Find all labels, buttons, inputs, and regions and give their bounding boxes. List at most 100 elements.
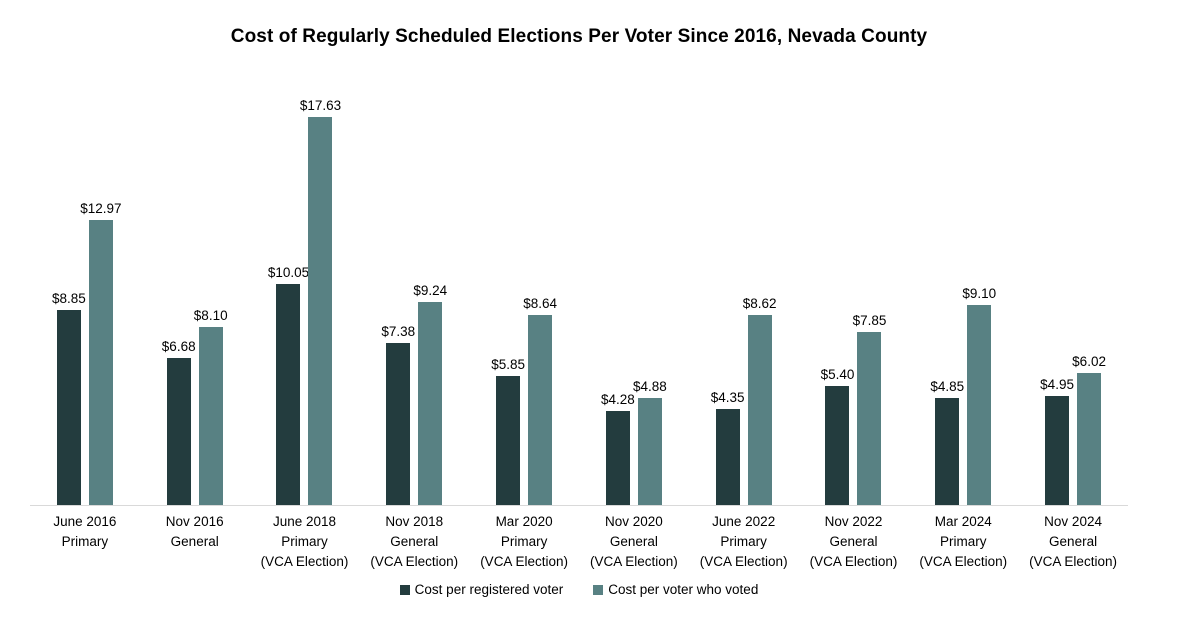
bar [166, 358, 191, 505]
category-label: Nov 2018 General (VCA Election) [359, 512, 469, 572]
bar-value-label: $8.10 [193, 307, 228, 323]
category-label: Nov 2016 General [140, 512, 250, 572]
category-label: June 2018 Primary (VCA Election) [250, 512, 360, 572]
category-label-line: General [829, 534, 878, 549]
bar-group: $4.85 $9.10 [908, 85, 1018, 505]
bar [56, 310, 81, 505]
bar [637, 397, 662, 505]
bar [857, 332, 882, 505]
chart-title: Cost of Regularly Scheduled Elections Pe… [230, 26, 928, 47]
bar-group: $7.38 $9.24 [359, 85, 469, 505]
bar [1045, 396, 1070, 505]
legend-swatch-icon [399, 584, 410, 595]
bar [276, 283, 301, 505]
category-label-line: Mar 2020 [495, 514, 553, 529]
category-label-line: General [390, 534, 439, 549]
legend-swatch-icon [593, 584, 604, 595]
bar-column-series-1: $9.24 [413, 283, 447, 505]
legend-label: Cost per voter who voted [608, 582, 759, 597]
bar-value-label: $6.68 [161, 339, 196, 354]
category-label-line: (VCA Election) [809, 554, 898, 569]
bar-value-label: $5.85 [491, 357, 525, 373]
bar-column-series-1: $17.63 [300, 98, 341, 505]
bar-value-label: $12.97 [80, 200, 122, 216]
bar-group: $8.85 $12.97 [30, 85, 140, 505]
bar-column-series-0: $10.05 [268, 265, 309, 505]
category-label-line: General [609, 534, 658, 549]
bar-column-series-0: $4.95 [1040, 377, 1074, 505]
bar-column-series-0: $4.85 [930, 379, 964, 505]
bar-group: $4.35 $8.62 [689, 85, 799, 505]
plot-area: $8.85 $12.97 $6.68 $8.10 $10.05 $17.63 $7.38 $9… [30, 85, 1128, 506]
bar [418, 301, 443, 505]
category-label-line: Primary [720, 534, 767, 549]
category-label-line: General [1049, 534, 1098, 549]
category-label-line: Primary [940, 534, 987, 549]
bar-column-series-1: $12.97 [80, 201, 122, 505]
category-label-line: June 2016 [53, 514, 117, 529]
category-label-line: Nov 2018 [385, 514, 444, 529]
bar [308, 117, 333, 505]
bar [386, 342, 411, 505]
bar-column-series-0: $8.85 [52, 291, 86, 505]
category-label-line: Primary [61, 534, 109, 549]
bar [715, 409, 740, 505]
bar-group: $5.40 $7.85 [799, 85, 909, 505]
category-label-line: (VCA Election) [370, 554, 459, 569]
bar-value-label: $10.05 [267, 264, 310, 280]
bar-value-label: $8.64 [523, 295, 557, 311]
bar-column-series-1: $8.10 [194, 308, 228, 505]
category-label-line: Primary [281, 534, 328, 549]
category-label: Mar 2024 Primary (VCA Election) [908, 512, 1018, 572]
bar-column-series-0: $5.40 [821, 367, 854, 505]
category-label-line: (VCA Election) [699, 554, 788, 569]
category-label: Nov 2020 General (VCA Election) [579, 512, 689, 572]
legend-item-series-1: Cost per voter who voted [593, 582, 758, 597]
bar-column-series-1: $8.64 [523, 296, 557, 505]
category-label-line: (VCA Election) [1029, 554, 1117, 569]
category-label-line: (VCA Election) [919, 554, 1008, 569]
category-label: June 2016 Primary [30, 512, 140, 572]
bar-group: $4.95 $6.02 [1018, 85, 1128, 505]
category-label-line: General [170, 534, 219, 549]
bar [88, 219, 113, 505]
bar-value-label: $8.62 [742, 296, 777, 312]
bar-value-label: $5.40 [820, 367, 855, 383]
bar-column-series-1: $4.88 [633, 379, 667, 505]
bar-value-label: $7.85 [852, 313, 887, 329]
bar-group: $4.28 $4.88 [579, 85, 689, 505]
category-label: Mar 2020 Primary (VCA Election) [469, 512, 579, 572]
bar [825, 386, 850, 505]
bar [935, 398, 960, 505]
bar-column-series-1: $9.10 [962, 286, 996, 505]
bar-column-series-0: $4.28 [601, 392, 635, 505]
bar-value-label: $7.38 [381, 323, 416, 339]
legend-item-series-0: Cost per registered voter [399, 582, 564, 597]
x-axis-labels: June 2016 Primary Nov 2016 General June 2018… [30, 512, 1128, 572]
bar-group: $10.05 $17.63 [250, 85, 360, 505]
bar-group: $5.85 $8.64 [469, 85, 579, 505]
bar [1077, 372, 1102, 505]
category-label-line: Nov 2016 [165, 514, 224, 529]
category-label-line: (VCA Election) [260, 554, 349, 569]
bar-value-label: $9.24 [413, 282, 448, 298]
category-label-line: June 2018 [272, 514, 337, 529]
bar-value-label: $9.10 [962, 285, 997, 301]
category-label-line: June 2022 [712, 514, 776, 529]
category-label-line: (VCA Election) [480, 554, 568, 569]
bar-column-series-0: $7.38 [381, 324, 415, 505]
category-label-line: Mar 2024 [934, 514, 992, 529]
bar-group: $6.68 $8.10 [140, 85, 250, 505]
legend-label: Cost per registered voter [414, 582, 564, 597]
bar [528, 314, 553, 505]
bar-value-label: $4.85 [930, 379, 965, 395]
bar [496, 376, 521, 505]
category-label: Nov 2024 General (VCA Election) [1018, 512, 1128, 572]
bar-value-label: $4.95 [1040, 377, 1074, 393]
bar-column-series-0: $6.68 [162, 339, 196, 505]
category-label-line: (VCA Election) [589, 554, 678, 569]
bar-column-series-1: $6.02 [1072, 354, 1106, 505]
category-label: Nov 2022 General (VCA Election) [799, 512, 909, 572]
bar-column-series-1: $8.62 [743, 296, 777, 505]
